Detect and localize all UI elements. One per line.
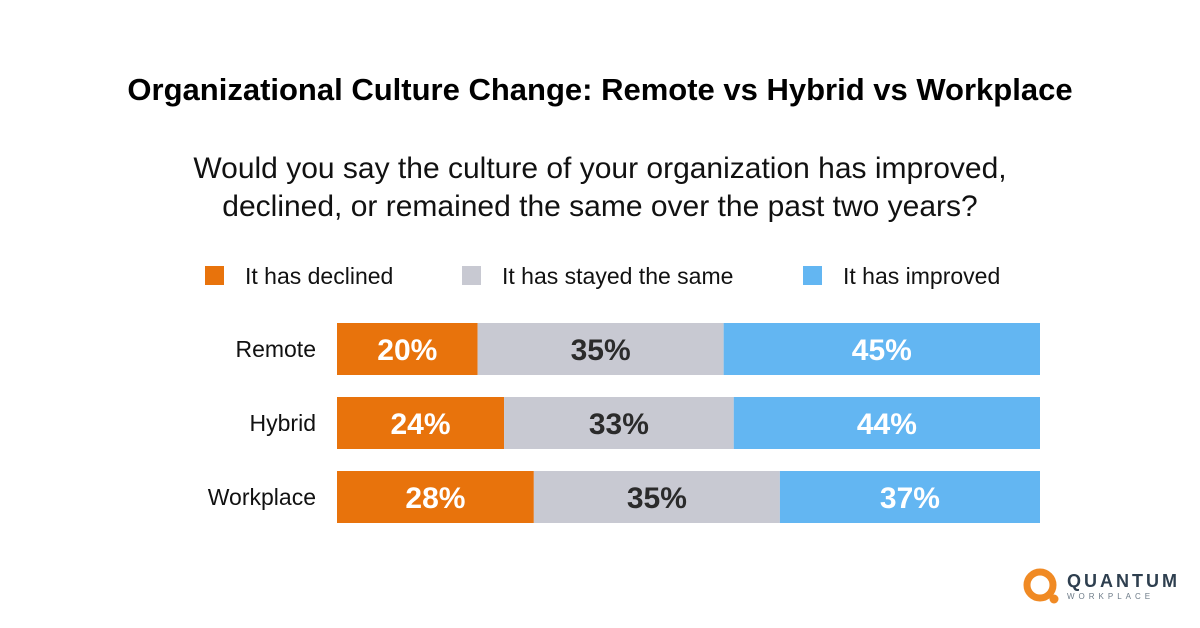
bar-segment [337,397,505,449]
legend-swatch [803,266,822,285]
bar-segment [477,323,724,375]
data-label: 44% [857,408,917,441]
legend-label: It has improved [843,263,1000,289]
legend-label: It has stayed the same [502,263,733,289]
chart-title: Organizational Culture Change: Remote vs… [127,72,1073,107]
legend-swatch [205,266,224,285]
data-label: 24% [391,408,451,441]
data-label: 45% [852,334,912,367]
category-label: Workplace [208,484,316,510]
data-label: 37% [880,482,940,515]
bar-segment [723,323,1040,375]
category-label: Remote [235,336,316,362]
quantum-q-icon [1023,568,1059,604]
data-label: 35% [571,334,631,367]
data-label: 20% [377,334,437,367]
bar-segment [337,323,478,375]
quantum-workplace-logo: QUANTUM WORKPLACE [1021,566,1180,606]
bar-segment [733,397,1040,449]
data-label: 33% [589,408,649,441]
data-label: 28% [405,482,465,515]
data-label: 35% [627,482,687,515]
logo-subtext: WORKPLACE [1067,591,1155,601]
legend-label: It has declined [245,263,393,289]
bar-segment [779,471,1040,523]
bar-segment [504,397,734,449]
category-label: Hybrid [250,410,316,436]
chart-subtitle: Would you say the culture of your organi… [0,150,1200,226]
legend-swatch [462,266,481,285]
subtitle-line: Would you say the culture of your organi… [193,152,1007,185]
bar-segment [533,471,780,523]
bar-segment [337,471,534,523]
logo-wordmark: QUANTUM [1067,570,1180,591]
subtitle-line: declined, or remained the same over the … [222,190,978,223]
